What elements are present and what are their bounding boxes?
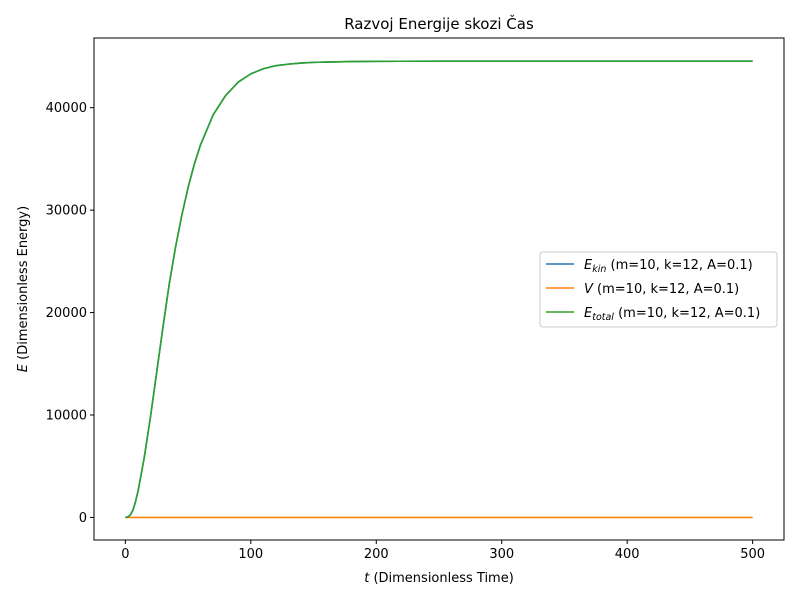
legend-label-sub: total: [592, 312, 614, 323]
legend-label-rest: (m=10, k=12, A=0.1): [606, 258, 752, 273]
y-axis-label-var: E: [16, 363, 31, 372]
y-tick-label: 10000: [46, 409, 87, 424]
legend-label-kin: Ekin (m=10, k=12, A=0.1): [584, 258, 753, 275]
legend: Ekin (m=10, k=12, A=0.1)V (m=10, k=12, A…: [539, 251, 778, 328]
plot-area: [93, 37, 785, 541]
x-axis-label-var: t: [364, 571, 370, 586]
x-tick-label: 0: [121, 547, 129, 562]
x-tick-label: 100: [238, 547, 263, 562]
x-tick-label: 200: [364, 547, 389, 562]
legend-label-rest: (m=10, k=12, A=0.1): [614, 306, 760, 321]
series-layer: [125, 60, 753, 519]
x-axis-label-text: (Dimensionless Time): [369, 571, 513, 586]
legend-label-sub: kin: [592, 264, 606, 275]
y-axis-label-text: (Dimensionless Energy): [16, 206, 31, 364]
y-axis-label: E (Dimensionless Energy): [16, 206, 31, 372]
x-axis-label: t (Dimensionless Time): [364, 571, 514, 586]
y-tick-label: 0: [79, 511, 87, 526]
legend-label-main: E: [584, 306, 593, 321]
legend-label-total: Etotal (m=10, k=12, A=0.1): [584, 306, 760, 323]
x-tick-label: 400: [615, 547, 640, 562]
legend-label-rest: (m=10, k=12, A=0.1): [593, 282, 739, 297]
x-tick-label: 300: [489, 547, 514, 562]
y-tick-label: 40000: [46, 101, 87, 116]
x-axis-ticks: 0 100 200 300 400 500: [121, 540, 765, 562]
legend-label-main: V: [584, 282, 594, 297]
legend-label-V: V (m=10, k=12, A=0.1): [584, 282, 739, 297]
series-line-total: [125, 60, 753, 519]
legend-entries: Ekin (m=10, k=12, A=0.1)V (m=10, k=12, A…: [546, 258, 760, 323]
y-axis-ticks: 0 10000 20000 30000 40000: [46, 101, 94, 526]
y-tick-label: 20000: [46, 306, 87, 321]
legend-box: [539, 251, 778, 328]
legend-label-main: E: [584, 258, 593, 273]
y-tick-label: 30000: [46, 204, 87, 219]
axes-frame: [93, 37, 785, 541]
x-tick-label: 500: [740, 547, 765, 562]
chart-title: Razvoj Energije skozi Čas: [344, 14, 534, 33]
